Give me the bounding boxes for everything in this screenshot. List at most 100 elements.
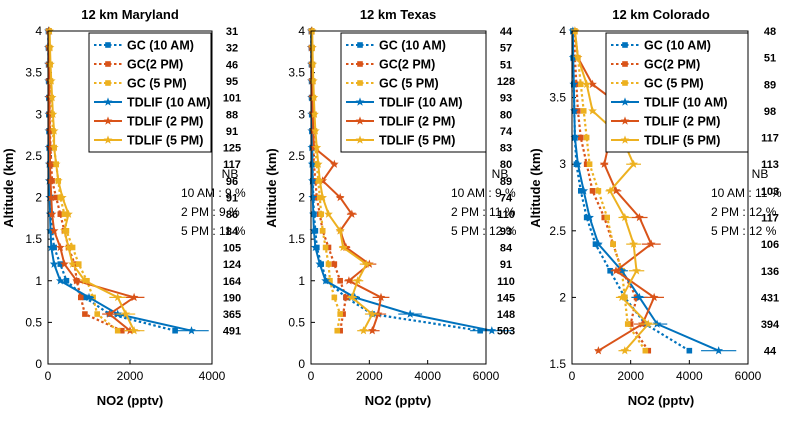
data-point xyxy=(51,159,61,168)
legend-marker xyxy=(620,135,630,144)
data-point xyxy=(594,346,603,355)
data-point xyxy=(45,142,55,152)
legend-marker xyxy=(620,97,630,106)
data-point xyxy=(63,277,70,284)
data-point xyxy=(601,214,608,221)
data-point xyxy=(646,239,656,248)
legend-label: GC (5 PM) xyxy=(127,77,187,91)
legend-entry: TDLIF (2 PM) xyxy=(346,115,455,129)
y-tick-label: 2 xyxy=(35,191,42,205)
data-point xyxy=(57,261,64,267)
data-point xyxy=(53,194,59,201)
plot-frame xyxy=(310,30,487,365)
legend-marker xyxy=(103,116,113,125)
data-point xyxy=(308,59,318,69)
y-tick-label: 3 xyxy=(298,107,305,121)
legend-marker xyxy=(355,97,365,106)
data-point xyxy=(343,294,349,301)
series-5 xyxy=(307,26,380,335)
x-tick-label: 0 xyxy=(308,369,315,383)
data-point xyxy=(47,93,57,102)
sample-count: 57 xyxy=(500,43,512,55)
sample-count: 431 xyxy=(761,292,779,304)
data-point xyxy=(319,228,326,234)
y-axis-label: Altitude (km) xyxy=(264,148,279,227)
data-point xyxy=(308,76,318,85)
legend: GC (10 AM) GC(2 PM) GC (5 PM) TDLIF (10 AM)… xyxy=(340,32,487,153)
data-point xyxy=(57,211,64,217)
sample-count: 31 xyxy=(226,26,238,38)
y-tick-label: 2.5 xyxy=(288,149,305,163)
x-axis-label: NO2 (pptv) xyxy=(365,393,431,408)
x-axis-ticks: 0 2000 4000 6000 xyxy=(308,360,500,383)
data-point xyxy=(57,192,67,202)
legend-marker xyxy=(103,135,113,144)
data-point xyxy=(347,292,357,302)
sample-count: 98 xyxy=(764,106,776,118)
data-point xyxy=(313,159,323,168)
data-point xyxy=(620,346,630,355)
y-tick-label: 2 xyxy=(559,290,566,304)
data-point xyxy=(64,242,73,252)
sample-count: 113 xyxy=(761,159,779,171)
legend-marker xyxy=(622,42,628,48)
data-point xyxy=(353,276,363,285)
legend-entry: TDLIF (2 PM) xyxy=(611,115,720,129)
data-point xyxy=(82,311,88,317)
legend-label: TDLIF (5 PM) xyxy=(379,134,455,148)
data-point xyxy=(105,309,114,318)
data-point xyxy=(314,194,320,201)
sample-count: 46 xyxy=(226,59,238,71)
data-point xyxy=(46,192,56,202)
nb-title: NB xyxy=(222,167,239,181)
data-point xyxy=(617,292,627,302)
legend-box xyxy=(605,32,749,153)
nb-annotation: NB 10 AM : 9 % 2 PM : 11 % 5 PM : 12 % xyxy=(451,167,517,238)
data-point xyxy=(586,161,593,167)
sample-count: 110 xyxy=(497,276,515,288)
legend-entry: TDLIF (5 PM) xyxy=(94,134,203,148)
data-point xyxy=(187,326,196,335)
data-point xyxy=(575,108,581,114)
legend-entry: TDLIF (10 AM) xyxy=(94,96,211,110)
x-tick-label: 4000 xyxy=(676,369,703,383)
chart-title: 12 km Maryland xyxy=(81,7,179,22)
data-point xyxy=(308,192,318,202)
y-tick-label: 1.5 xyxy=(549,357,566,371)
data-point xyxy=(49,142,59,152)
data-point xyxy=(60,259,69,268)
sample-count: 101 xyxy=(223,93,241,105)
data-point xyxy=(335,192,345,202)
x-axis-ticks: 0 2000 4000 xyxy=(45,360,226,383)
data-point xyxy=(318,211,325,217)
sample-count: 136 xyxy=(761,266,779,278)
data-point xyxy=(569,79,579,88)
sample-count: 105 xyxy=(223,242,241,254)
legend-label: GC (5 PM) xyxy=(379,77,439,91)
legend-marker xyxy=(357,42,363,48)
legend-marker xyxy=(105,61,111,67)
data-point xyxy=(331,294,338,301)
x-tick-label: 2000 xyxy=(617,369,644,383)
sample-count: 125 xyxy=(223,143,241,155)
data-point xyxy=(64,209,73,218)
legend-label: TDLIF (10 AM) xyxy=(127,96,211,110)
y-tick-label: 2 xyxy=(298,191,305,205)
x-tick-label: 6000 xyxy=(473,369,500,383)
data-point xyxy=(604,214,610,221)
y-axis-ticks: 1.5 2 2.5 3 3.5 4 xyxy=(549,24,576,371)
y-tick-label: 3.5 xyxy=(549,91,566,105)
sample-count: 394 xyxy=(761,319,780,331)
data-point xyxy=(635,212,644,222)
panel-texas: 12 km Texas Altitude (km) NO2 (pptv) 0 20… xyxy=(264,7,517,408)
data-point xyxy=(55,242,65,252)
data-point xyxy=(573,159,583,168)
data-point xyxy=(611,186,621,195)
data-point xyxy=(643,319,653,328)
chart-title: 12 km Texas xyxy=(360,7,436,22)
sample-count: 128 xyxy=(497,76,515,88)
data-point xyxy=(578,188,584,194)
data-point xyxy=(583,161,590,167)
data-point xyxy=(75,261,82,267)
legend-label: TDLIF (2 PM) xyxy=(127,115,203,129)
